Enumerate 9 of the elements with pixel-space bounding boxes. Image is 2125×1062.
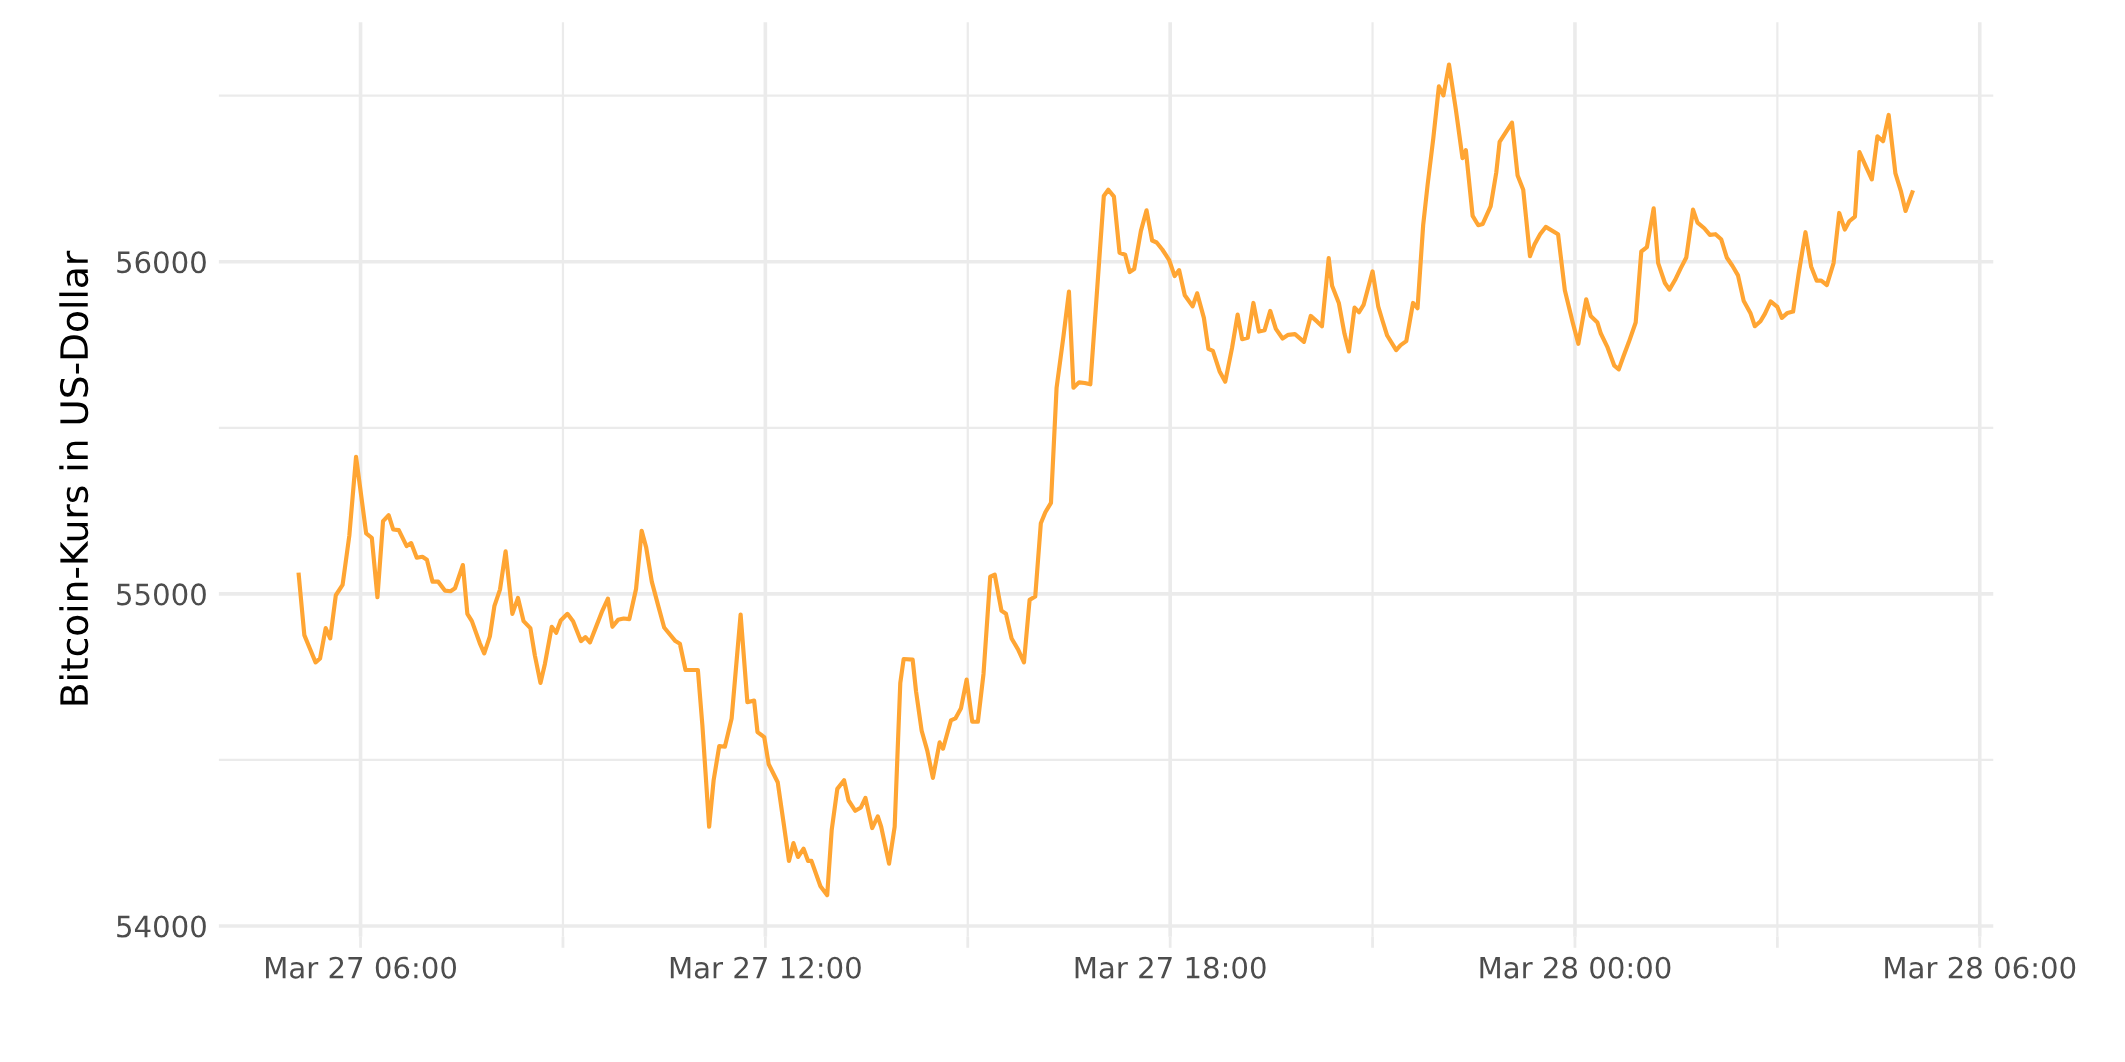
x-tick-label: Mar 27 06:00 [266,956,456,979]
x-tick-label: Mar 28 06:00 [1885,956,2076,979]
x-tick-label: Mar 28 00:00 [1480,956,1671,979]
y-tick-label: 56000 [117,251,206,274]
x-tick-label: Mar 27 18:00 [1075,956,1266,979]
x-tick-label: Mar 27 12:00 [670,956,861,979]
y-axis-title: Bitcoin-Kurs in US-Dollar [59,250,89,705]
y-tick-label: 55000 [117,583,206,606]
y-tick-label: 54000 [117,915,206,938]
